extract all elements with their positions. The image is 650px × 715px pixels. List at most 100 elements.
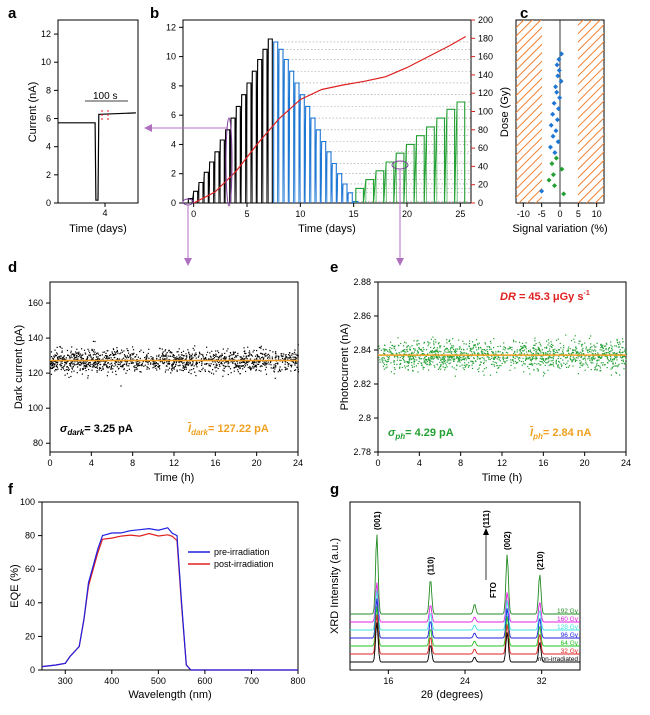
panel-e-point-331 bbox=[518, 357, 520, 359]
panel-g-series-label-1: 160 Gy bbox=[557, 616, 579, 623]
panel-f-xtick-label-4: 700 bbox=[244, 676, 259, 686]
panel-d-point-232 bbox=[204, 369, 206, 371]
panel-e-point-461 bbox=[597, 352, 599, 354]
panel-e-point-1060 bbox=[403, 345, 405, 347]
panel-d-point-1213 bbox=[130, 362, 132, 364]
panel-d-point-402 bbox=[280, 353, 282, 355]
panel-g-peak-label-0: (001) bbox=[373, 511, 382, 530]
panel-e-point-997 bbox=[430, 346, 432, 348]
panel-d-point-310 bbox=[85, 370, 87, 372]
panel-d-point-1191 bbox=[116, 358, 118, 361]
panel-e-point-1263 bbox=[413, 358, 415, 360]
panel-e-point-1343 bbox=[534, 362, 536, 365]
panel-d-point-1345 bbox=[168, 350, 170, 352]
panel-e-point-1248 bbox=[549, 345, 551, 347]
panel-e-point-917 bbox=[455, 357, 457, 359]
panel-d-point-1348 bbox=[187, 364, 190, 366]
panel-e-point-502 bbox=[586, 364, 589, 366]
panel-d-point-1215 bbox=[268, 363, 270, 365]
panel-d-point-881 bbox=[231, 354, 233, 356]
panel-d-point-282 bbox=[222, 348, 224, 350]
panel-d-point-443 bbox=[56, 369, 58, 371]
panel-e-point-613 bbox=[393, 360, 396, 362]
panel-e-point-1127 bbox=[405, 351, 407, 353]
panel-e-point-1278 bbox=[457, 361, 459, 363]
panel-e-point-74 bbox=[467, 356, 469, 358]
panel-e-point-313 bbox=[559, 367, 561, 369]
panel-e-point-898 bbox=[430, 357, 432, 360]
panel-d-point-1179 bbox=[164, 350, 166, 352]
panel-d-point-1344 bbox=[256, 363, 258, 365]
panel-e-point-513 bbox=[540, 361, 543, 363]
panel-d-point-1158 bbox=[297, 356, 299, 358]
panel-c-xtick-label-0: -10 bbox=[517, 209, 530, 219]
panel-d-point-212 bbox=[291, 354, 293, 356]
panel-e-point-1199 bbox=[448, 351, 450, 353]
panel-e-point-1133 bbox=[584, 369, 586, 371]
panel-e-point-1399 bbox=[466, 364, 468, 366]
panel-g-xtick-label-2: 32 bbox=[537, 676, 547, 686]
panel-e-point-411 bbox=[538, 341, 540, 344]
panel-e-point-274 bbox=[444, 359, 446, 361]
panel-d-point-24 bbox=[117, 357, 119, 360]
panel-e-point-1050 bbox=[452, 347, 454, 349]
panel-d-point-1156 bbox=[156, 369, 158, 371]
panel-d-point-763 bbox=[265, 364, 267, 366]
panel-d-point-521 bbox=[99, 355, 101, 357]
panel-d-point-133 bbox=[230, 372, 232, 374]
panel-d-point-4 bbox=[213, 373, 215, 375]
panel-e-point-582 bbox=[441, 356, 443, 358]
panel-e-point-1002 bbox=[616, 338, 618, 340]
panel-e-point-361 bbox=[532, 355, 535, 357]
panel-d-point-1313 bbox=[240, 365, 242, 367]
panel-d-point-1100 bbox=[63, 356, 65, 358]
panel-d-point-1352 bbox=[192, 347, 194, 349]
panel-e-point-1131 bbox=[554, 352, 556, 354]
panel-e-point-79 bbox=[533, 357, 535, 359]
panel-e-point-1190 bbox=[574, 335, 576, 337]
panel-e-point-392 bbox=[429, 342, 431, 344]
panel-e-point-1247 bbox=[559, 342, 561, 344]
panel-d-point-28 bbox=[103, 363, 105, 365]
panel-e-point-387 bbox=[414, 358, 416, 361]
panel-e-point-1170 bbox=[454, 375, 456, 377]
panel-d-point-1368 bbox=[284, 369, 286, 371]
panel-d-point-649 bbox=[249, 354, 251, 356]
panel-d-point-117 bbox=[285, 356, 287, 359]
panel-e-point-1090 bbox=[572, 365, 574, 367]
panel-e-point-845 bbox=[412, 356, 414, 358]
panel-e-point-1388 bbox=[382, 348, 384, 350]
panel-e-point-1389 bbox=[415, 365, 417, 367]
panel-e-point-473 bbox=[563, 345, 565, 347]
panel-e-point-226 bbox=[553, 353, 555, 355]
panel-e-point-1341 bbox=[497, 351, 499, 353]
panel-c-point-13 bbox=[548, 122, 554, 128]
panel-d-point-1343 bbox=[262, 353, 264, 355]
panel-d-point-491 bbox=[57, 358, 59, 360]
panel-d-point-773 bbox=[290, 366, 292, 368]
panel-e-point-415 bbox=[596, 364, 598, 366]
panel-e-point-1152 bbox=[547, 351, 549, 353]
panel-e-point-1334 bbox=[412, 352, 414, 354]
panel-e-point-961 bbox=[449, 343, 452, 345]
panel-e-point-1144 bbox=[418, 348, 420, 350]
panel-e-point-542 bbox=[560, 347, 562, 349]
panel-e-point-1208 bbox=[585, 348, 587, 350]
panel-e-point-214 bbox=[497, 356, 499, 359]
panel-d-point-669 bbox=[63, 365, 65, 367]
panel-d-point-1276 bbox=[269, 355, 271, 357]
panel-e-point-523 bbox=[412, 370, 414, 372]
panel-d-point-498 bbox=[227, 363, 229, 365]
panel-d-point-17 bbox=[211, 358, 214, 360]
panel-d-xticks: 0 4 8 12 16 20 24 bbox=[47, 452, 303, 468]
panel-d-point-333 bbox=[166, 361, 168, 363]
panel-e-point-1065 bbox=[594, 357, 596, 359]
panel-e-point-1073 bbox=[590, 343, 592, 345]
panel-e-point-590 bbox=[423, 361, 425, 363]
panel-e-point-987 bbox=[551, 357, 553, 359]
panel-e-point-649 bbox=[622, 351, 624, 354]
panel-d-point-74 bbox=[71, 371, 73, 373]
panel-d-point-843 bbox=[184, 366, 186, 369]
panel-d-point-454 bbox=[171, 367, 173, 369]
panel-d-point-960 bbox=[220, 358, 222, 360]
